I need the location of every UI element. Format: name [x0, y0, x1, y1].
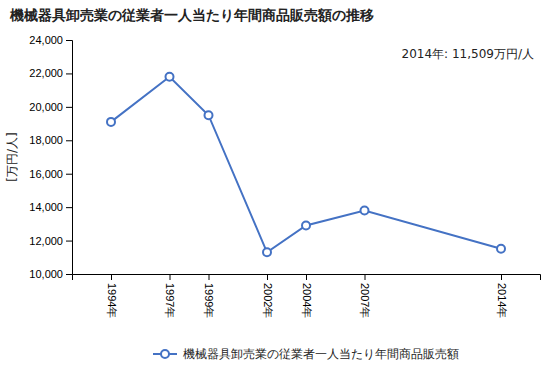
y-axis-line — [66, 41, 73, 275]
y-tick-mark — [66, 241, 72, 242]
chart: 機械器具卸売業の従業者一人当たり年間商品販売額の推移 1994年 1997年 1999… — [0, 0, 560, 366]
legend-item: 機械器具卸売業の従業者一人当たり年間商品販売額 — [153, 347, 459, 361]
point — [166, 73, 174, 81]
y-tick-label: 22,000 — [29, 67, 63, 79]
y-tick: 10,000 — [29, 268, 72, 280]
y-tick: 20,000 — [29, 101, 72, 113]
legend-label: 機械器具卸売業の従業者一人当たり年間商品販売額 — [183, 347, 459, 361]
x-tick-label: 2004年 — [301, 283, 313, 318]
x-tick: 1994年 — [106, 274, 118, 318]
x-tick-mark — [365, 274, 366, 280]
y-tick-mark — [66, 140, 72, 141]
x-tick-label: 2007年 — [359, 283, 371, 318]
y-axis-title: [万円/人] — [5, 132, 19, 181]
point — [361, 206, 369, 214]
point — [497, 245, 505, 253]
x-tick: 1999年 — [203, 274, 215, 318]
y-tick-mark — [66, 107, 72, 108]
x-tick: 1997年 — [164, 274, 176, 318]
x-tick-label: 1997年 — [164, 283, 176, 318]
point — [302, 222, 310, 230]
y-tick-mark — [66, 174, 72, 175]
y-tick: 14,000 — [29, 201, 72, 213]
point — [263, 248, 271, 256]
y-tick-label: 24,000 — [29, 34, 63, 46]
y-tick: 18,000 — [29, 134, 72, 146]
x-tick-mark — [306, 274, 307, 280]
y-tick: 12,000 — [29, 235, 72, 247]
y-tick-label: 18,000 — [29, 134, 63, 146]
x-axis-line — [73, 275, 541, 281]
y-tick-mark — [66, 274, 72, 275]
y-tick: 16,000 — [29, 168, 72, 180]
point — [205, 111, 213, 119]
x-tick-label: 2014年 — [496, 283, 508, 318]
title: 機械器具卸売業の従業者一人当たり年間商品販売額の推移 — [9, 7, 374, 23]
y-tick-label: 12,000 — [29, 235, 63, 247]
x-tick: 2002年 — [262, 274, 274, 318]
y-tick-label: 10,000 — [29, 268, 63, 280]
plot: 1994年 1997年 1999年 2002年 2004年 2007年 2014年 10,00… — [29, 34, 540, 318]
x-tick-label: 1999年 — [203, 283, 215, 318]
x-tick: 2004年 — [301, 274, 313, 318]
x-tick-label: 1994年 — [106, 283, 118, 318]
line — [111, 77, 501, 253]
x-tick-mark — [267, 274, 268, 280]
x-tick: 2014年 — [496, 274, 508, 318]
x-tick: 2007年 — [359, 274, 371, 318]
y-tick: 24,000 — [29, 34, 72, 46]
y-tick: 22,000 — [29, 67, 72, 79]
y-tick-mark — [66, 40, 72, 41]
point — [107, 118, 115, 126]
legend-marker — [161, 350, 169, 358]
y-tick-mark — [66, 73, 72, 74]
x-tick-mark — [501, 274, 502, 280]
x-tick-label: 2002年 — [262, 283, 274, 318]
y-tick-label: 16,000 — [29, 168, 63, 180]
y-tick-label: 20,000 — [29, 101, 63, 113]
annotation: 2014年: 11,509万円/人 — [402, 47, 534, 61]
x-tick-mark — [170, 274, 171, 280]
x-tick-mark — [209, 274, 210, 280]
y-tick-label: 14,000 — [29, 201, 63, 213]
y-axis: 10,000 12,000 14,000 16,000 18,000 20,000 22,0… — [29, 34, 72, 280]
x-axis: 1994年 1997年 1999年 2002年 2004年 2007年 2014年 — [73, 274, 541, 318]
x-tick-mark — [111, 274, 112, 280]
legend: 機械器具卸売業の従業者一人当たり年間商品販売額 — [153, 347, 459, 361]
y-tick-mark — [66, 207, 72, 208]
marks — [107, 73, 505, 257]
